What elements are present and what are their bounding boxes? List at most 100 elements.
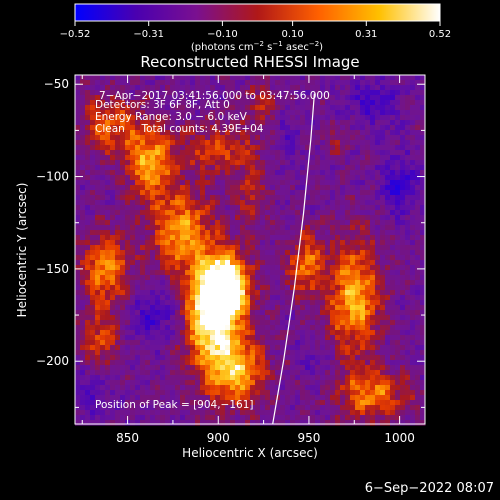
heatmap-cell xyxy=(90,155,96,161)
heatmap-cell xyxy=(215,175,221,181)
heatmap-cell xyxy=(325,345,331,351)
heatmap-cell xyxy=(375,245,381,251)
heatmap-cell xyxy=(305,290,311,296)
heatmap-cell xyxy=(235,265,241,271)
heatmap-cell xyxy=(410,85,416,91)
heatmap-cell xyxy=(355,75,361,81)
heatmap-cell xyxy=(345,340,351,346)
heatmap-cell xyxy=(240,135,246,141)
heatmap-cell xyxy=(280,275,286,281)
heatmap-cell xyxy=(385,315,391,321)
heatmap-cell xyxy=(235,385,241,391)
heatmap-cell xyxy=(170,160,176,166)
heatmap-cell xyxy=(170,200,176,206)
heatmap-cell xyxy=(415,250,421,256)
heatmap-cell xyxy=(145,85,151,91)
heatmap-cell xyxy=(300,225,306,231)
heatmap-cell xyxy=(295,270,301,276)
heatmap-cell xyxy=(365,215,371,221)
heatmap-cell xyxy=(75,320,81,326)
heatmap-cell xyxy=(125,155,131,161)
heatmap-cell xyxy=(390,360,396,366)
heatmap-cell xyxy=(265,195,271,201)
heatmap-cell xyxy=(315,265,321,271)
heatmap-cell xyxy=(325,185,331,191)
heatmap-cell xyxy=(325,205,331,211)
heatmap-cell xyxy=(380,305,386,311)
heatmap-cell xyxy=(255,395,261,401)
heatmap-cell xyxy=(295,315,301,321)
heatmap-cell xyxy=(105,90,111,96)
heatmap-cell xyxy=(285,75,291,81)
heatmap-cell xyxy=(340,120,346,126)
heatmap-cell xyxy=(200,225,206,231)
heatmap-cell xyxy=(270,385,276,391)
heatmap-cell xyxy=(355,280,361,286)
heatmap-cell xyxy=(395,110,401,116)
heatmap-cell xyxy=(360,220,366,226)
heatmap-cell xyxy=(330,90,336,96)
heatmap-cell xyxy=(225,415,231,421)
heatmap-cell xyxy=(105,385,111,391)
heatmap-cell xyxy=(255,310,261,316)
heatmap-cell xyxy=(155,160,161,166)
heatmap-cell xyxy=(365,255,371,261)
heatmap-cell xyxy=(140,270,146,276)
heatmap-cell xyxy=(355,135,361,141)
heatmap-cell xyxy=(170,165,176,171)
heatmap-cell xyxy=(225,95,231,101)
heatmap-cell xyxy=(75,180,81,186)
heatmap-cell xyxy=(320,375,326,381)
heatmap-cell xyxy=(415,135,421,141)
heatmap-cell xyxy=(350,90,356,96)
heatmap-cell xyxy=(400,220,406,226)
heatmap-cell xyxy=(420,115,426,121)
heatmap-cell xyxy=(100,75,106,81)
heatmap-cell xyxy=(275,340,281,346)
heatmap-cell xyxy=(355,395,361,401)
heatmap-cell xyxy=(170,95,176,101)
heatmap-cell xyxy=(345,210,351,216)
heatmap-cell xyxy=(220,335,226,341)
heatmap-cell xyxy=(90,250,96,256)
heatmap-cell xyxy=(315,335,321,341)
heatmap-cell xyxy=(315,95,321,101)
heatmap-cell xyxy=(410,285,416,291)
heatmap-cell xyxy=(225,380,231,386)
heatmap-cell xyxy=(175,185,181,191)
heatmap-cell xyxy=(150,245,156,251)
heatmap-cell xyxy=(240,105,246,111)
heatmap-cell xyxy=(275,360,281,366)
heatmap-cell xyxy=(115,190,121,196)
heatmap-cell xyxy=(120,405,126,411)
heatmap-cell xyxy=(265,355,271,361)
heatmap-cell xyxy=(350,320,356,326)
heatmap-cell xyxy=(260,395,266,401)
heatmap-cell xyxy=(125,325,131,331)
heatmap-cell xyxy=(180,170,186,176)
heatmap-cell xyxy=(375,225,381,231)
heatmap-cell xyxy=(395,160,401,166)
heatmap-cell xyxy=(115,220,121,226)
heatmap-cell xyxy=(235,130,241,136)
heatmap-cell xyxy=(245,265,251,271)
heatmap-cell xyxy=(150,125,156,131)
heatmap-cell xyxy=(320,385,326,391)
heatmap-cell xyxy=(170,80,176,86)
heatmap-cell xyxy=(130,250,136,256)
heatmap-cell xyxy=(320,290,326,296)
heatmap-cell xyxy=(85,240,91,246)
heatmap-cell xyxy=(355,335,361,341)
heatmap-cell xyxy=(140,140,146,146)
heatmap-cell xyxy=(230,205,236,211)
heatmap-cell xyxy=(285,110,291,116)
heatmap-cell xyxy=(90,295,96,301)
heatmap-cell xyxy=(335,320,341,326)
heatmap-cell xyxy=(120,205,126,211)
heatmap-cell xyxy=(180,375,186,381)
heatmap-cell xyxy=(165,175,171,181)
heatmap-cell xyxy=(310,135,316,141)
heatmap-cell xyxy=(90,350,96,356)
heatmap-cell xyxy=(160,140,166,146)
heatmap-cell xyxy=(320,190,326,196)
